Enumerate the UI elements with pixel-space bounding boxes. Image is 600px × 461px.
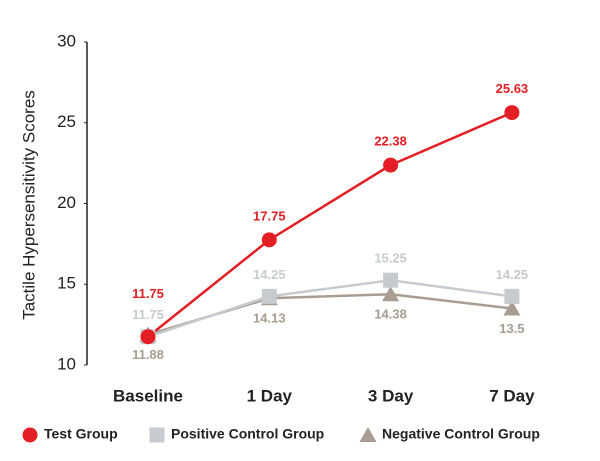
y-tick-label: 10 <box>57 354 76 373</box>
value-label: 22.38 <box>374 134 407 149</box>
x-tick-label: Baseline <box>113 386 183 405</box>
series-line <box>147 278 513 338</box>
legend-marker <box>359 427 377 442</box>
data-point <box>383 272 399 288</box>
legend-marker <box>149 427 165 443</box>
x-tick-label: 1 Day <box>247 386 293 405</box>
value-label: 11.75 <box>132 307 164 322</box>
legend-marker <box>22 427 38 443</box>
x-tick-label: 7 Day <box>489 386 535 405</box>
data-point <box>503 300 521 316</box>
data-point <box>504 105 520 121</box>
legend-label: Test Group <box>44 426 118 442</box>
y-tick-label: 30 <box>57 31 76 50</box>
value-label: 11.88 <box>132 347 164 362</box>
legend-label: Negative Control Group <box>382 426 540 442</box>
value-label: 14.25 <box>496 267 529 282</box>
value-label: 25.63 <box>496 81 529 96</box>
data-point <box>383 157 399 173</box>
data-point <box>504 288 520 304</box>
series-line <box>147 293 513 336</box>
value-label: 14.13 <box>253 311 286 326</box>
value-label: 14.38 <box>374 307 407 322</box>
value-label: 17.75 <box>253 208 286 223</box>
value-label: 13.5 <box>499 321 524 336</box>
value-label: 14.25 <box>253 267 286 282</box>
data-point <box>140 329 156 345</box>
data-point <box>261 232 277 248</box>
series-line <box>147 111 513 338</box>
y-tick-label: 15 <box>57 274 76 293</box>
y-tick-label: 20 <box>57 193 76 212</box>
y-axis-label: Tactile Hypersensitivity Scores <box>19 90 38 320</box>
y-tick-label: 25 <box>57 112 76 131</box>
value-label: 15.25 <box>374 251 407 266</box>
value-label: 11.75 <box>132 286 164 301</box>
data-point <box>261 288 277 304</box>
x-tick-label: 3 Day <box>368 386 414 405</box>
data-point <box>382 286 400 302</box>
legend-label: Positive Control Group <box>171 426 324 442</box>
